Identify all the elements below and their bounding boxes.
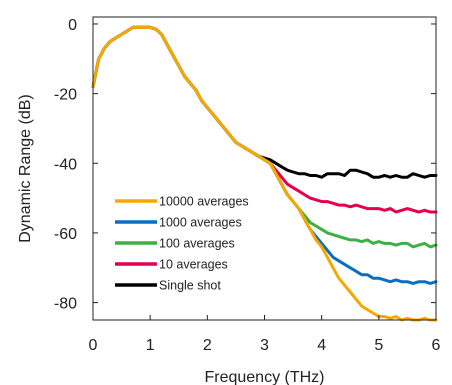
series-line-single-shot: [91, 25, 438, 179]
series-line-1000-averages: [91, 25, 438, 285]
x-tick-label: 2: [203, 337, 212, 354]
series-line-100-averages: [91, 25, 438, 249]
y-tick-label: -80: [54, 296, 77, 313]
x-tick-label: 4: [317, 337, 326, 354]
y-axis-title: Dynamic Range (dB): [17, 94, 34, 243]
x-tick-label: 1: [146, 337, 155, 354]
plot-frame: [92, 16, 437, 321]
y-tick-label: -40: [54, 156, 77, 173]
series-line-10000-averages: [91, 25, 438, 322]
y-tick-label: -20: [54, 87, 77, 104]
legend-label-10-averages: 10 averages: [159, 258, 228, 272]
x-tick-label: 3: [260, 337, 269, 354]
y-tick-label: 0: [68, 17, 77, 34]
x-tick-label: 0: [89, 337, 98, 354]
y-tick-label: -60: [54, 226, 77, 243]
x-tick-label: 6: [432, 337, 441, 354]
legend-label-10000-averages: 10000 averages: [159, 195, 249, 209]
series-layer: [91, 25, 438, 322]
x-axis-title: Frequency (THz): [204, 369, 324, 385]
legend: 10000 averages 1000 averages 100 averages 1…: [115, 195, 249, 293]
legend-label-100-averages: 100 averages: [159, 237, 235, 251]
legend-label-1000-averages: 1000 averages: [159, 216, 242, 230]
ticks-layer: 0 1 2 3 4 5 6 0 -20 -40 -60 -80: [54, 17, 441, 354]
legend-label-single-shot: Single shot: [159, 279, 221, 293]
x-tick-label: 5: [374, 337, 383, 354]
series-line-10-averages: [91, 25, 438, 214]
